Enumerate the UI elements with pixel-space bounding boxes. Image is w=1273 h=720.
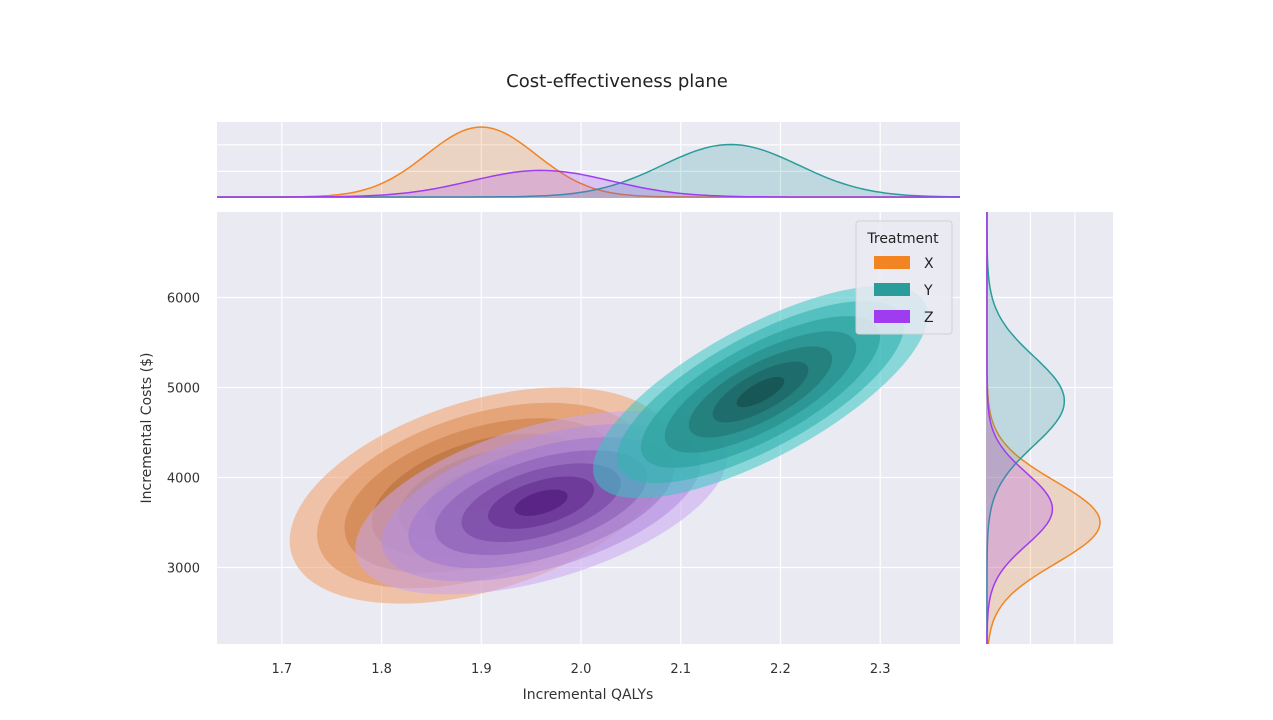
chart-title: Cost-effectiveness plane <box>506 71 728 92</box>
y-tick-label: 6000 <box>167 292 200 307</box>
x-tick-label: 1.8 <box>371 662 392 677</box>
x-tick-label: 2.1 <box>670 662 691 677</box>
x-tick-label: 1.7 <box>271 662 292 677</box>
legend-label-x: X <box>924 256 934 272</box>
right-marginal-line-z <box>986 212 1054 644</box>
legend-swatch-x <box>874 256 910 269</box>
right-marginal-panel <box>986 212 1113 644</box>
top-marginal-area-z <box>217 170 960 198</box>
y-axis-label: Incremental Costs ($) <box>139 353 155 504</box>
legend-label-z: Z <box>924 310 934 326</box>
x-tick-label: 1.9 <box>471 662 492 677</box>
right-marginal-area-y <box>986 212 1065 644</box>
y-tick-label: 3000 <box>167 562 200 577</box>
legend-box <box>855 220 953 335</box>
legend-swatch-y <box>874 283 910 296</box>
top-marginal-panel <box>217 122 960 198</box>
legend-title: Treatment <box>866 231 939 247</box>
contour-level-y <box>736 376 785 408</box>
legend-label-y: Y <box>923 283 933 299</box>
x-tick-label: 2.2 <box>770 662 791 677</box>
x-axis-label: Incremental QALYs <box>523 687 654 703</box>
y-tick-label: 4000 <box>167 472 200 487</box>
top-marginal-area-x <box>217 127 960 198</box>
right-marginal-line-y <box>986 212 1066 644</box>
legend: Treatment X Y Z <box>855 220 953 335</box>
top-marginal-line-z <box>217 169 960 198</box>
y-tick-label: 5000 <box>167 382 200 397</box>
legend-swatch-z <box>874 310 910 323</box>
x-tick-label: 2.3 <box>870 662 891 677</box>
contour-level-z <box>514 489 568 516</box>
x-tick-label: 2.0 <box>571 662 592 677</box>
right-marginal-area-x <box>986 212 1100 644</box>
kde-contours-y <box>593 285 928 499</box>
top-marginal-area-y <box>217 144 960 198</box>
